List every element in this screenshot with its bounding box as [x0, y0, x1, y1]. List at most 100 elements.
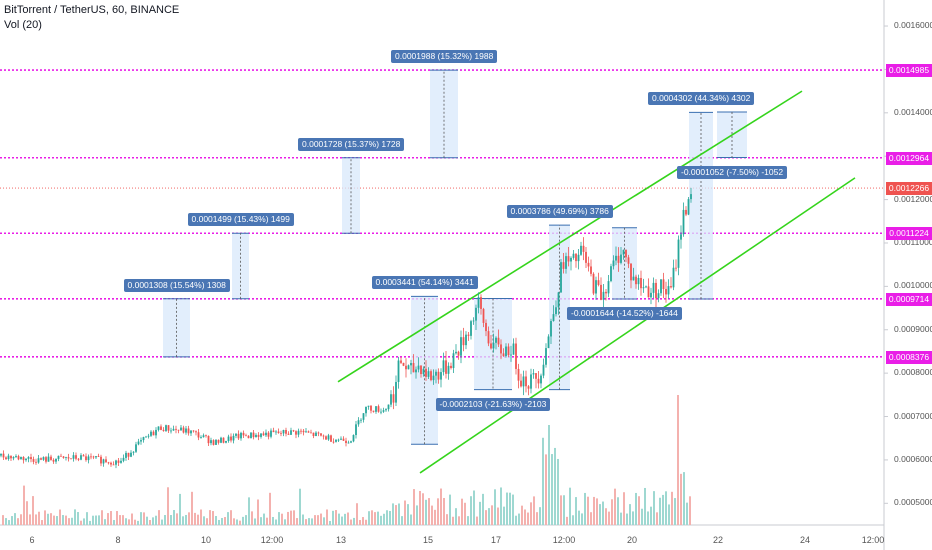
volume-bar: [269, 492, 271, 525]
x-tick-label: 17: [490, 535, 502, 545]
volume-bar: [131, 513, 133, 525]
candle-body: [575, 253, 577, 262]
candle-body: [665, 289, 667, 295]
candle-body: [375, 406, 377, 412]
candle-body: [277, 431, 280, 433]
candle-body: [220, 437, 222, 443]
volume-bar: [254, 518, 256, 525]
candle-body: [385, 409, 387, 411]
candle-body: [497, 337, 500, 345]
volume-bar: [545, 454, 547, 525]
volume-bar: [245, 515, 247, 525]
candle-body: [352, 435, 355, 442]
candle-body: [50, 456, 52, 460]
volume-bar: [224, 517, 226, 525]
candle-body: [517, 368, 520, 381]
volume-bar: [407, 504, 409, 525]
volume-bar: [68, 518, 70, 525]
last-price-tag: 0.0012266: [886, 182, 932, 196]
candle-body: [295, 431, 297, 435]
volume-bar: [257, 499, 259, 525]
candle-body: [617, 255, 620, 263]
y-tick-label: 0.0008000: [894, 367, 932, 378]
candle-body: [572, 253, 575, 258]
volume-bar: [401, 516, 403, 525]
candle-body: [292, 430, 295, 432]
candle-body: [80, 455, 82, 460]
volume-bar: [497, 507, 499, 525]
candle-body: [47, 456, 50, 462]
volume-bar: [125, 518, 127, 525]
measure-label: 0.0001728 (15.37%) 1728: [298, 137, 405, 151]
volume-bar: [557, 458, 559, 525]
volume-bar: [608, 511, 610, 525]
volume-bar: [386, 510, 388, 525]
candle-body: [355, 424, 357, 436]
candle-body: [467, 334, 470, 336]
volume-bar: [146, 516, 148, 525]
candle-body: [92, 456, 95, 458]
volume-bar: [602, 501, 604, 525]
volume-bar: [377, 511, 379, 525]
measure-label: 0.0003441 (54.14%) 3441: [371, 276, 478, 290]
candle-body: [100, 456, 102, 464]
volume-bar: [167, 487, 169, 525]
level-price-tag: 0.0011224: [886, 227, 932, 241]
volume-bar: [71, 517, 73, 525]
candle-body: [492, 342, 495, 349]
candle-body: [135, 444, 137, 452]
candle-body: [252, 432, 255, 438]
volume-bar: [458, 516, 460, 525]
candle-body: [390, 394, 392, 405]
candle-body: [445, 360, 447, 374]
volume-bar: [662, 494, 664, 525]
volume-bar: [215, 515, 217, 525]
volume-bar: [578, 510, 580, 525]
y-tick-label: 0.0014000: [894, 106, 932, 117]
candle-body: [242, 432, 245, 436]
candle-body: [160, 426, 162, 430]
volume-bar: [23, 485, 25, 525]
volume-bar: [329, 520, 331, 525]
candle-body: [170, 430, 172, 432]
volume-bar: [656, 512, 658, 525]
volume-bar: [344, 513, 346, 525]
x-tick-label: 10: [200, 535, 212, 545]
candle-body: [452, 353, 455, 369]
candle-body: [542, 364, 545, 376]
volume-bar: [296, 518, 298, 525]
candle-body: [637, 277, 640, 285]
candle-body: [25, 458, 27, 461]
volume-bar: [242, 516, 244, 525]
candle-body: [680, 234, 682, 240]
volume-bar: [11, 516, 13, 525]
volume-bar: [206, 518, 208, 525]
volume-bar: [173, 510, 175, 525]
volume-bar: [233, 518, 235, 525]
candle-body: [657, 293, 660, 299]
candle-body: [380, 411, 382, 413]
candle-body: [77, 458, 80, 460]
candle-body: [265, 432, 267, 436]
volume-bar: [392, 503, 394, 525]
volume-bar: [170, 515, 172, 525]
volume-bar: [320, 513, 322, 525]
volume-bar: [554, 447, 556, 525]
candle-body: [687, 199, 690, 215]
candle-body: [535, 373, 537, 379]
candle-body: [552, 314, 555, 322]
candle-body: [357, 420, 360, 425]
volume-bar: [251, 511, 253, 525]
volume-bar: [350, 519, 352, 525]
volume-bar: [425, 499, 427, 525]
candle-body: [140, 440, 142, 442]
candle-body: [150, 431, 152, 436]
volume-bar: [236, 519, 238, 525]
candle-body: [655, 282, 657, 299]
candle-body: [315, 432, 317, 437]
candle-body: [660, 279, 662, 294]
candle-body: [495, 337, 497, 343]
x-tick-label: 12:00: [260, 535, 284, 545]
volume-bar: [353, 517, 355, 525]
volume-bar: [62, 515, 64, 525]
